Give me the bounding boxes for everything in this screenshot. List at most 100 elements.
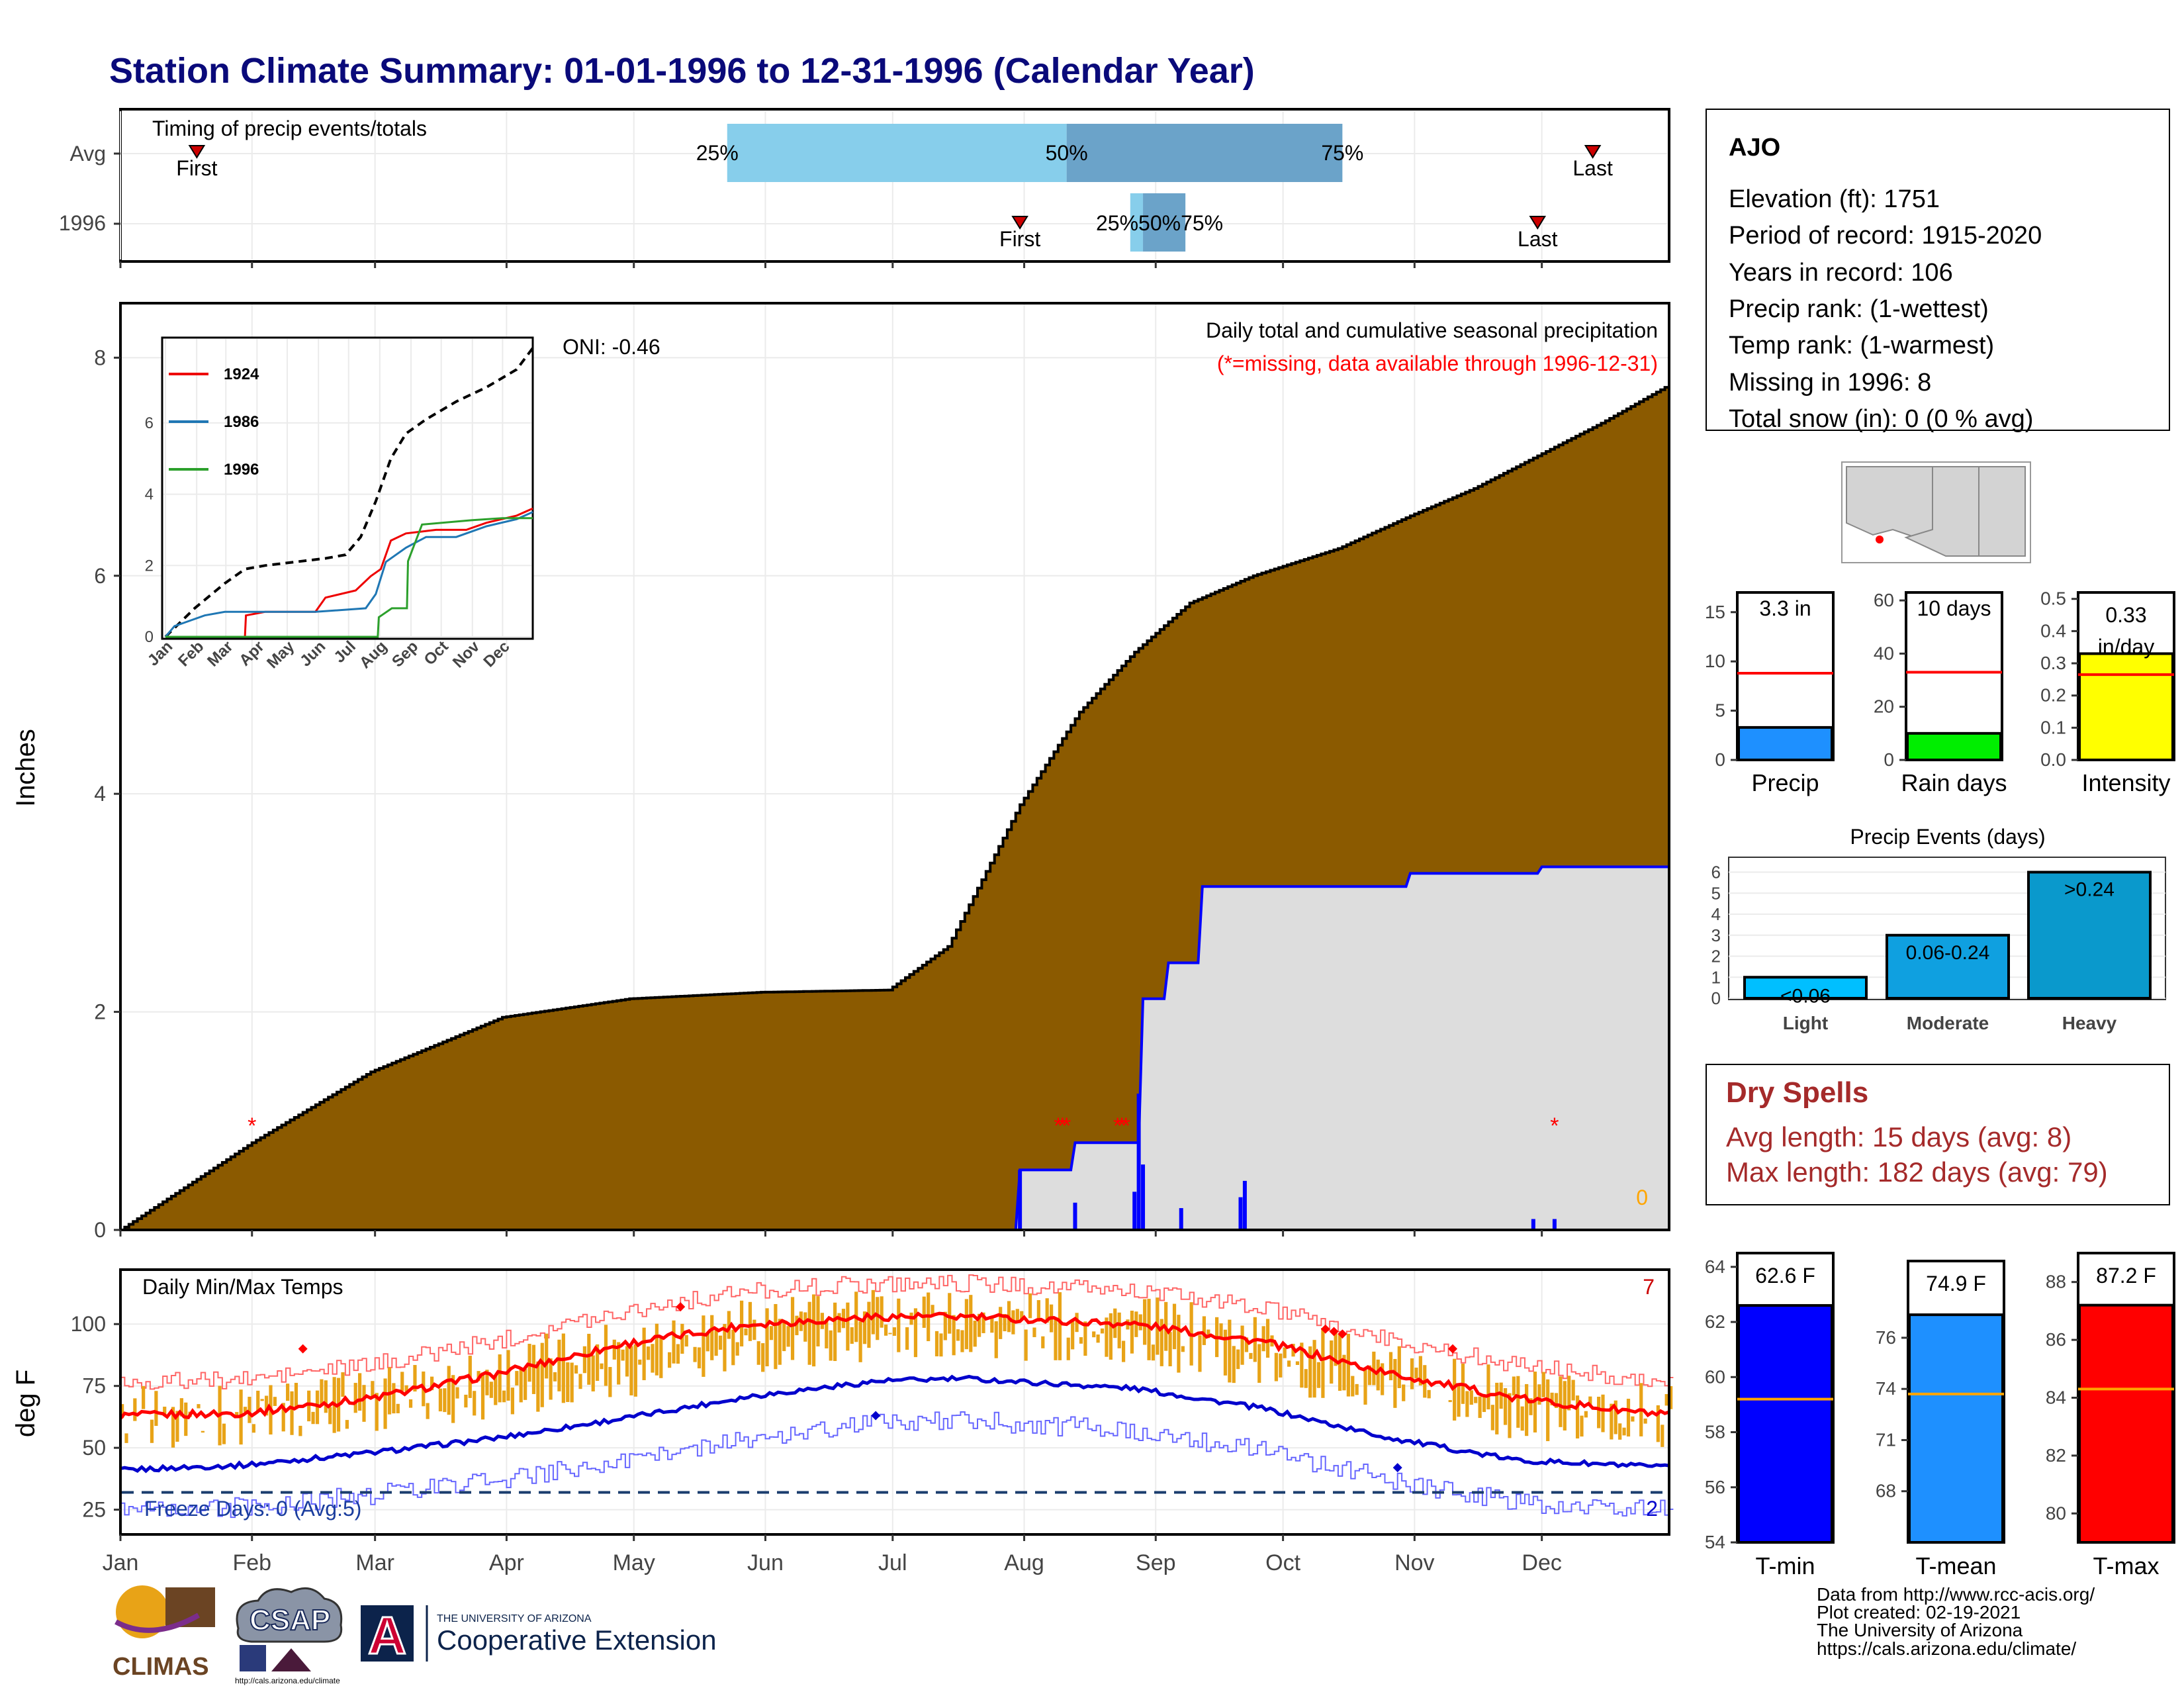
temp-range-bar xyxy=(1138,1314,1142,1331)
temp-range-bar xyxy=(697,1347,702,1369)
temp-range-bar xyxy=(307,1390,311,1422)
inset-series-lines xyxy=(164,347,534,638)
temp-range-bar xyxy=(964,1299,968,1350)
inset-legend-label: 1986 xyxy=(224,413,259,431)
temp-range-bar xyxy=(1100,1328,1105,1334)
missing-marker: * xyxy=(1122,1113,1130,1139)
timing-year-first-label: First xyxy=(999,227,1040,251)
temp-range-bar xyxy=(498,1354,502,1403)
month-label: Jan xyxy=(103,1550,139,1575)
temp-range-bar xyxy=(1580,1415,1584,1437)
temp-range-bar xyxy=(608,1367,612,1397)
temp-range-bar xyxy=(260,1399,264,1401)
temp-range-bar xyxy=(387,1367,392,1415)
temp-range-bar xyxy=(438,1388,443,1412)
credit-line-2: Plot created: 02-19-2021 xyxy=(1817,1602,2021,1622)
temp-summary-value-label: 74.9 F xyxy=(1926,1272,1986,1295)
summary-bar-tick-label: 10 xyxy=(1705,651,1725,671)
summary-bar-value xyxy=(1737,726,1833,761)
temp-summary-tick-label: 84 xyxy=(2046,1387,2066,1408)
temp-range-bar xyxy=(1265,1319,1270,1358)
timing-label: Timing of precip events/totals xyxy=(152,117,427,140)
temp-summary-label: T-max xyxy=(2093,1552,2159,1579)
temp-range-bar xyxy=(1279,1353,1283,1378)
temp-range-bar xyxy=(978,1313,981,1337)
temp-range-bar xyxy=(485,1370,489,1395)
summary-bar-tick-label: 40 xyxy=(1874,643,1894,663)
temp-range-bar xyxy=(778,1319,782,1365)
daily-precip-bars xyxy=(1018,1094,1557,1230)
temp-range-bar xyxy=(281,1403,285,1432)
summary-bar-tick-label: 20 xyxy=(1874,696,1894,717)
station-info-frame xyxy=(1706,109,2170,431)
csap-logo: CSAP http://cals.arizona.edu/climate xyxy=(235,1587,343,1685)
events-bars: <0.06 Light 0.06-0.24 Moderate >0.24 Heavy xyxy=(1743,870,2152,1033)
temp-range-bar xyxy=(400,1372,404,1391)
temp-range-bar xyxy=(769,1326,774,1340)
temp-range-bar xyxy=(774,1303,778,1370)
temp-range-bar xyxy=(816,1296,820,1347)
temp-summary-tick-label: 80 xyxy=(2046,1503,2066,1523)
temp-range-bar xyxy=(587,1333,591,1385)
credit-line-4: https://cals.arizona.edu/climate/ xyxy=(1817,1638,2076,1659)
temp-range-bar xyxy=(1160,1319,1163,1366)
temp-range-bar xyxy=(1367,1365,1372,1385)
temp-range-bar xyxy=(408,1399,413,1408)
missing-marker: * xyxy=(1117,1113,1126,1139)
events-ytick-label: 0 xyxy=(1711,988,1721,1008)
events-title: Precip Events (days) xyxy=(1850,825,2045,849)
station-name: AJO xyxy=(1729,134,1780,162)
events-bar xyxy=(1743,976,1868,1000)
temp-range-bar xyxy=(396,1403,400,1413)
temp-range-bar xyxy=(1495,1382,1499,1434)
temp-range-bar xyxy=(1109,1313,1113,1360)
temp-range-bar xyxy=(553,1372,557,1382)
precip-missing-note: (*=missing, data available through 1996-… xyxy=(1217,352,1658,375)
month-axis: Jan Feb Mar Apr May Jun Jul Aug Sep Oct Nov Dec xyxy=(103,1534,1562,1575)
temp-range-bar xyxy=(1516,1376,1520,1428)
temp-range-bar xyxy=(1490,1405,1494,1430)
temp-range-bar xyxy=(527,1344,531,1382)
summary-bar-tick-label: 0.5 xyxy=(2040,588,2066,609)
temp-range-bar xyxy=(761,1343,765,1372)
temp-range-bar xyxy=(1388,1352,1393,1381)
timing-avg-bar-50-75 xyxy=(1066,124,1343,182)
temp-range-bar xyxy=(1546,1379,1550,1442)
temp-range-bar xyxy=(133,1398,137,1421)
temp-range-bar xyxy=(383,1378,387,1429)
temp-range-bar xyxy=(1143,1299,1147,1345)
temp-range-bar xyxy=(820,1313,825,1329)
inset-ytick-label: 2 xyxy=(145,557,154,575)
temp-range-bar xyxy=(892,1327,896,1336)
events-category-label: Moderate xyxy=(1907,1013,1989,1033)
csap-mountain xyxy=(271,1648,311,1671)
precip-y-title: Inches xyxy=(11,729,40,807)
temp-range-bar xyxy=(184,1402,188,1436)
timing-year-percent-labels: 25%50%75% xyxy=(1096,211,1223,235)
temp-range-bar xyxy=(668,1352,672,1368)
avg-max-temp-line xyxy=(119,1311,1670,1421)
temp-range-bar xyxy=(829,1330,833,1361)
temp-range-bar xyxy=(684,1335,688,1347)
inset-legend-label: 1924 xyxy=(224,365,259,383)
daily-precip-bar xyxy=(1179,1208,1183,1230)
temp-range-bar xyxy=(1597,1396,1601,1429)
temp-range-bar xyxy=(1045,1298,1049,1323)
temp-range-bar xyxy=(1092,1331,1096,1338)
temp-panel-frame xyxy=(119,1268,1670,1536)
temp-range-bar xyxy=(455,1387,459,1399)
temp-range-bar xyxy=(1075,1313,1079,1333)
daily-precip-bar xyxy=(1531,1219,1535,1230)
temp-range-bar xyxy=(710,1315,714,1360)
daily-precip-bar xyxy=(1136,1094,1141,1230)
summary-bars: 0 5 10 15 3.3 in Precip 0 20 40 60 10 days Rain day… xyxy=(1705,588,2175,796)
inset-average-line xyxy=(164,347,534,638)
record-high-marker xyxy=(1320,1324,1330,1334)
missing-marker: * xyxy=(248,1113,256,1139)
climas-swoosh xyxy=(114,1613,200,1633)
climas-logo: CLIMAS xyxy=(113,1585,215,1681)
summary-bar-value xyxy=(1906,731,2002,762)
temp-range-bar xyxy=(659,1337,663,1378)
temp-range-bar xyxy=(1355,1383,1359,1395)
